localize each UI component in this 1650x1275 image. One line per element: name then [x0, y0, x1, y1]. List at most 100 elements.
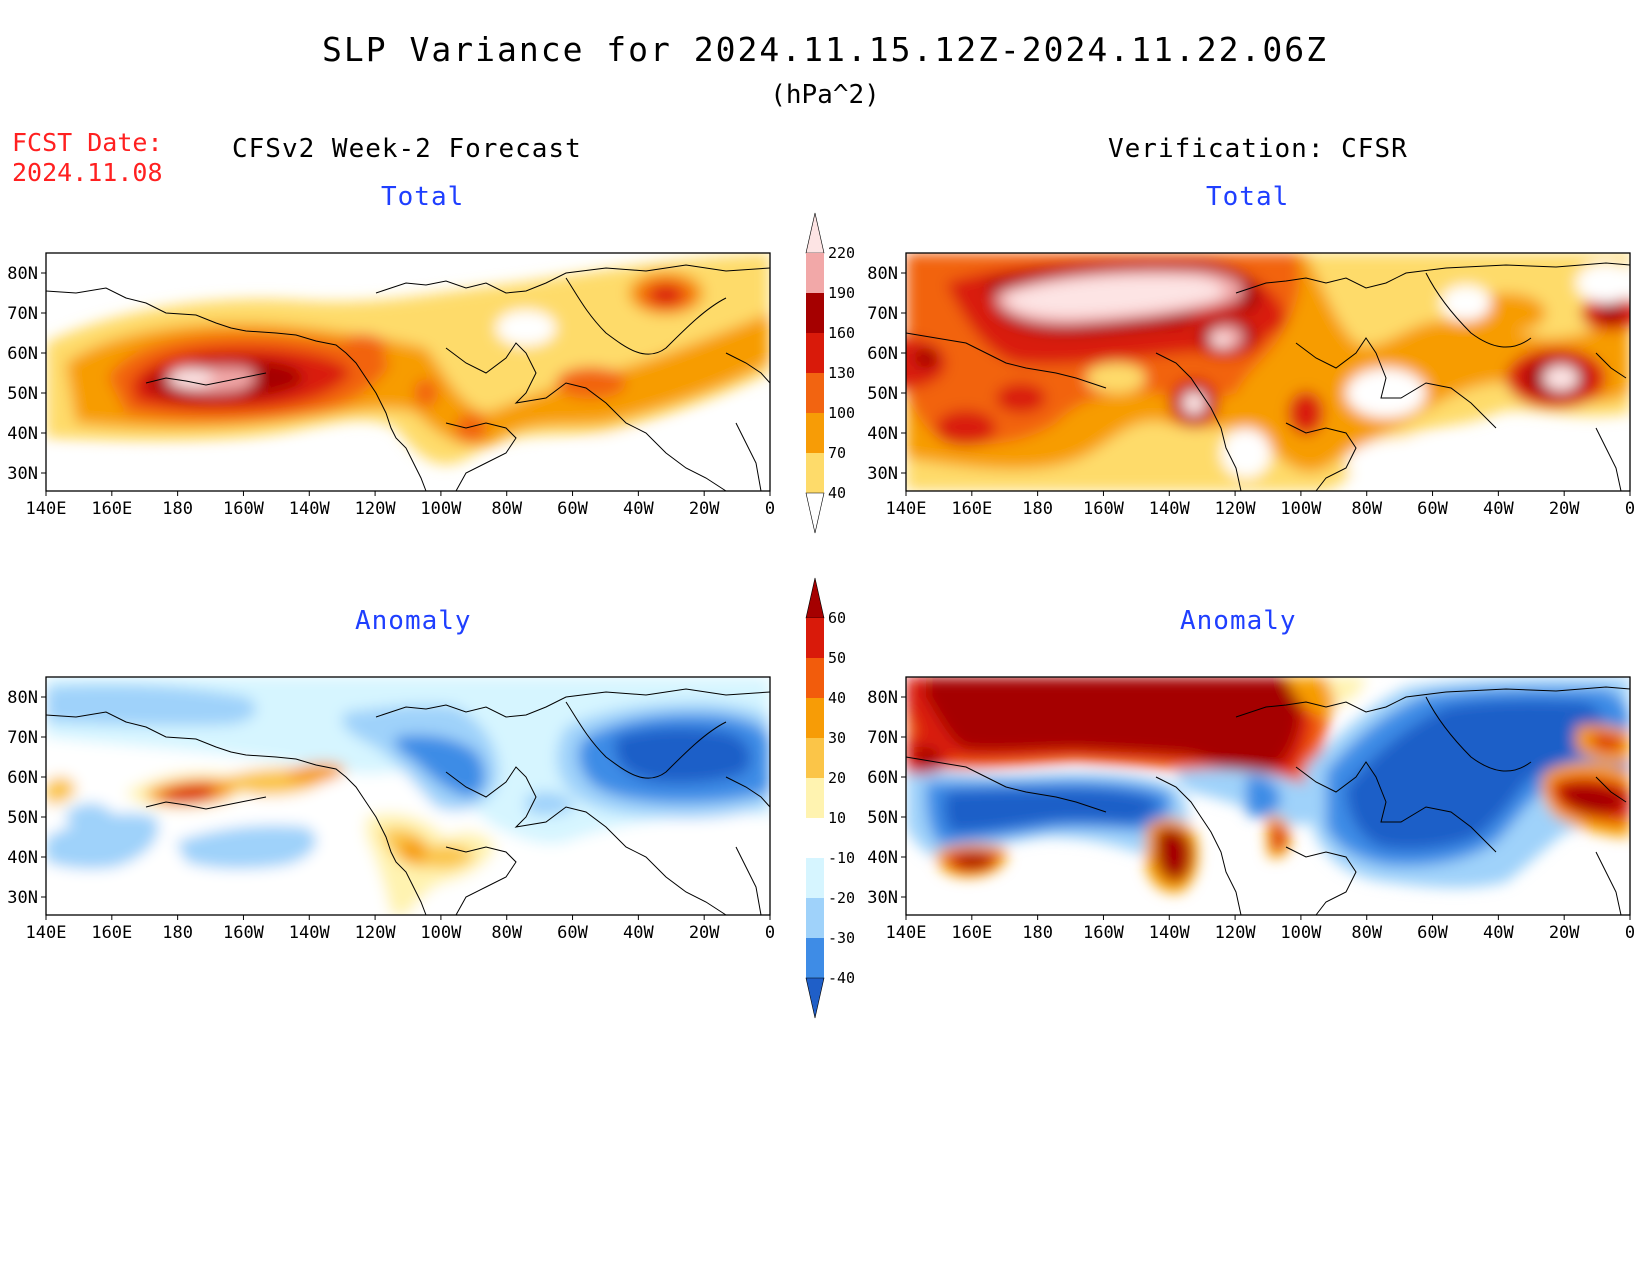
forecast-total-lat-tick: 80N	[7, 264, 38, 284]
fcst-date-value: 2024.11.08	[12, 158, 163, 187]
verification-total-lon-tick: 0	[1625, 499, 1635, 519]
colorbar-anomaly-label: -10	[828, 849, 855, 867]
coastline-lines	[905, 262, 1631, 492]
colorbar-total-lower-arrow	[805, 492, 825, 534]
verification-anomaly-lon-tick: 180	[1022, 923, 1053, 943]
verification-anomaly-lon-tick: 20W	[1549, 923, 1580, 943]
verification-total-lat-tick: 80N	[867, 264, 898, 284]
colorbar-anomaly-swatch	[806, 658, 824, 698]
verification-total-lat-tick: 50N	[867, 384, 898, 404]
verification-column-title: Verification: CFSR	[1108, 134, 1408, 164]
colorbar-anomaly-swatch	[806, 818, 824, 858]
verification-total-lat-tick: 40N	[867, 424, 898, 444]
verification-anomaly-map	[905, 676, 1631, 916]
forecast-total-lon-tick: 180	[162, 499, 193, 519]
forecast-total-lat-tick: 60N	[7, 344, 38, 364]
colorbar-total-label: 40	[828, 484, 846, 502]
verification-anomaly-subtitle: Anomaly	[1180, 606, 1297, 636]
forecast-total-lat-tick: 40N	[7, 424, 38, 444]
verification-anomaly-lon-tick: 140E	[886, 923, 927, 943]
forecast-total-lon-tick: 100W	[420, 499, 462, 519]
verification-total-lon-tick: 140W	[1149, 499, 1191, 519]
forecast-anomaly-lat-tick: 50N	[7, 808, 38, 828]
forecast-anomaly-lat-tick: 60N	[7, 768, 38, 788]
colorbar-anomaly-label: -30	[828, 929, 855, 947]
coastline-lines	[45, 264, 771, 492]
verification-total-lon-tick: 20W	[1549, 499, 1580, 519]
verification-total-map	[905, 252, 1631, 492]
verification-anomaly-lon-tick: 160W	[1083, 923, 1125, 943]
colorbar-anomaly-swatch	[806, 898, 824, 938]
forecast-anomaly-lon-tick: 20W	[689, 923, 720, 943]
colorbar-total: 220 190 160 130 100 70 40	[805, 212, 855, 534]
forecast-total-lon-tick: 160E	[91, 499, 132, 519]
colorbar-total-label: 190	[828, 284, 855, 302]
forecast-anomaly-lon-tick: 120W	[355, 923, 397, 943]
verification-anomaly-lon-tick: 0	[1625, 923, 1635, 943]
colorbar-anomaly-label: 50	[828, 649, 846, 667]
forecast-total-lon-tick: 20W	[689, 499, 720, 519]
colorbar-total-label: 130	[828, 364, 855, 382]
forecast-anomaly-lat-tick: 40N	[7, 848, 38, 868]
verification-total-lat-tick: 70N	[867, 304, 898, 324]
colorbar-total-swatch	[806, 333, 824, 373]
forecast-anomaly-subtitle: Anomaly	[355, 606, 472, 636]
forecast-column-title: CFSv2 Week-2 Forecast	[232, 134, 582, 164]
colorbar-total-upper-arrow	[805, 212, 825, 254]
verification-anomaly-lat-tick: 80N	[867, 688, 898, 708]
verification-anomaly-lat-tick: 40N	[867, 848, 898, 868]
forecast-anomaly-lon-tick: 0	[765, 923, 775, 943]
forecast-total-lon-tick: 120W	[355, 499, 397, 519]
colorbar-anomaly-label: 40	[828, 689, 846, 707]
verification-total-subtitle: Total	[1206, 182, 1290, 212]
forecast-total-lon-tick: 40W	[623, 499, 654, 519]
colorbar-anomaly-swatch	[806, 778, 824, 818]
forecast-anomaly-lat-tick: 80N	[7, 688, 38, 708]
forecast-total-lon-tick: 160W	[223, 499, 265, 519]
main-title: SLP Variance for 2024.11.15.12Z-2024.11.…	[322, 30, 1328, 69]
colorbar-anomaly-swatch	[806, 938, 824, 978]
units-label: (hPa^2)	[770, 80, 880, 110]
colorbar-anomaly-swatch	[806, 698, 824, 738]
forecast-anomaly-lon-tick: 140W	[289, 923, 331, 943]
verification-anomaly-lat-tick: 60N	[867, 768, 898, 788]
forecast-total-lat-tick: 50N	[7, 384, 38, 404]
colorbar-total-swatch	[806, 413, 824, 453]
forecast-anomaly-lon-tick: 60W	[557, 923, 588, 943]
verification-anomaly-lat-tick: 70N	[867, 728, 898, 748]
verification-anomaly-lon-tick: 120W	[1215, 923, 1257, 943]
colorbar-anomaly-label: 30	[828, 729, 846, 747]
forecast-total-subtitle: Total	[381, 182, 465, 212]
verification-anomaly-lon-tick: 100W	[1280, 923, 1322, 943]
verification-anomaly-lon-tick: 40W	[1483, 923, 1514, 943]
colorbar-total-label: 160	[828, 324, 855, 342]
verification-total-lon-tick: 140E	[886, 499, 927, 519]
colorbar-anomaly-lower-arrow	[805, 977, 825, 1019]
colorbar-anomaly-label: -40	[828, 969, 855, 987]
forecast-anomaly-lon-tick: 100W	[420, 923, 462, 943]
colorbar-total-label: 70	[828, 444, 846, 462]
colorbar-total-swatch	[806, 253, 824, 293]
forecast-anomaly-lon-tick: 160W	[223, 923, 265, 943]
verification-anomaly-lon-tick: 60W	[1417, 923, 1448, 943]
colorbar-total-label: 220	[828, 244, 855, 262]
forecast-anomaly-lon-tick: 140E	[26, 923, 67, 943]
verification-total-lon-tick: 40W	[1483, 499, 1514, 519]
forecast-total-map	[45, 252, 771, 492]
colorbar-anomaly-label: 60	[828, 609, 846, 627]
verification-total-lon-tick: 160W	[1083, 499, 1125, 519]
fcst-date-label: FCST Date:	[12, 128, 163, 157]
colorbar-anomaly-swatch	[806, 618, 824, 658]
verification-total-lon-tick: 80W	[1351, 499, 1382, 519]
forecast-total-lat-tick: 70N	[7, 304, 38, 324]
forecast-total-lat-tick: 30N	[7, 464, 38, 484]
coastline-lines	[905, 686, 1631, 916]
colorbar-anomaly: 60 50 40 30 20 10 -10 -20 -30 -40	[805, 577, 855, 1019]
forecast-total-lon-tick: 0	[765, 499, 775, 519]
colorbar-anomaly-label: 20	[828, 769, 846, 787]
colorbar-total-swatch	[806, 453, 824, 493]
colorbar-anomaly-swatch	[806, 738, 824, 778]
verification-total-lon-tick: 180	[1022, 499, 1053, 519]
forecast-total-lon-tick: 60W	[557, 499, 588, 519]
